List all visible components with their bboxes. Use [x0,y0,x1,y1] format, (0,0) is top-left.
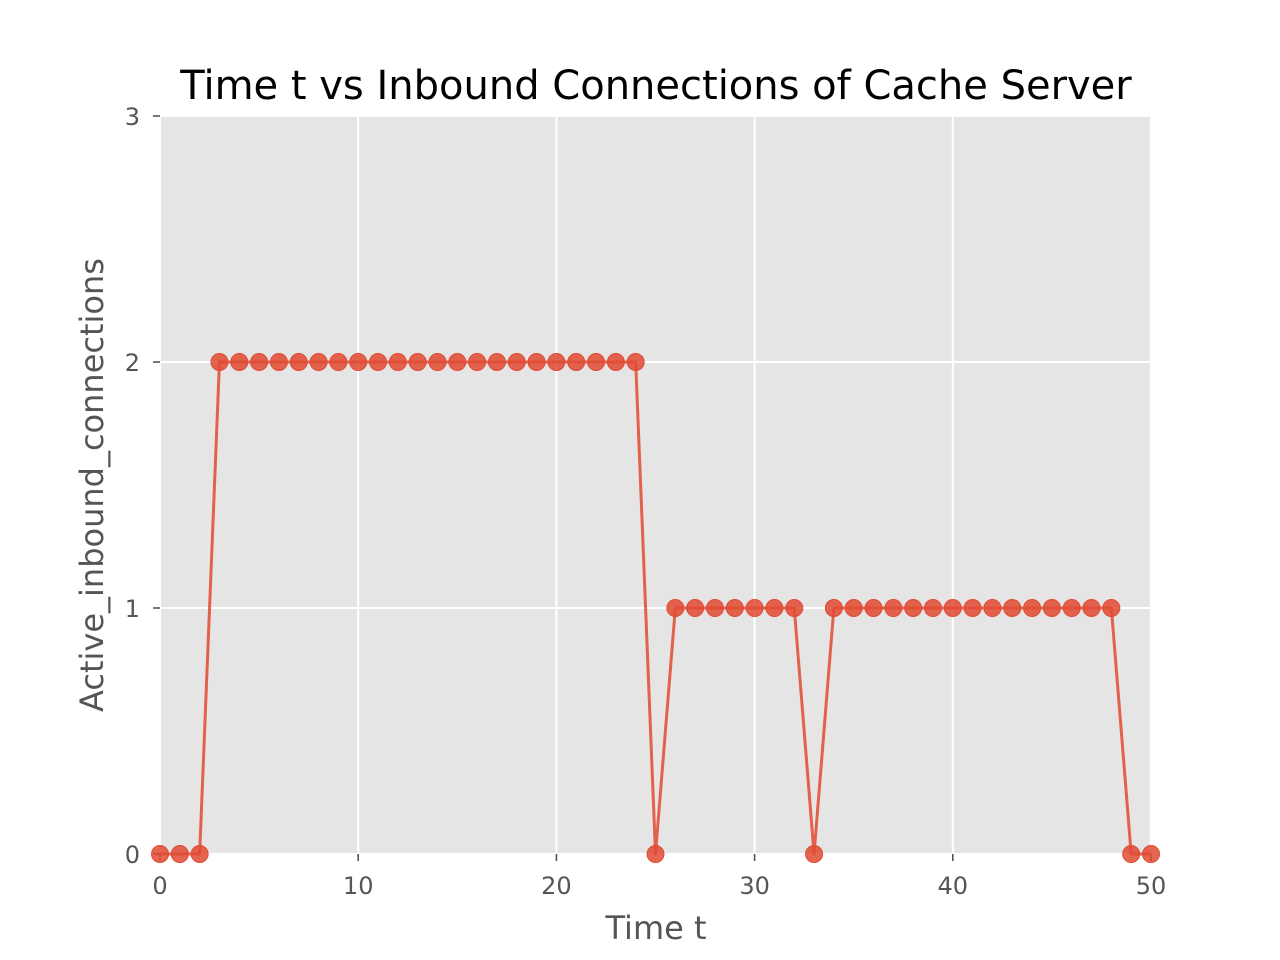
data-series [151,353,1160,863]
data-point [210,353,229,371]
data-point [1023,599,1042,617]
data-point [824,599,843,617]
y-tick-label: 2 [125,349,140,377]
x-axis-label: Time t [604,909,706,947]
data-point [507,353,526,371]
data-point [269,353,288,371]
data-point [428,353,447,371]
data-point [1003,599,1022,617]
x-tick-label: 50 [1136,872,1167,900]
data-point [1062,599,1081,617]
data-point [805,845,824,863]
data-point [329,353,348,371]
data-point [626,353,645,371]
data-point [408,353,427,371]
data-point [349,353,368,371]
data-point [884,599,903,617]
x-tick-label: 20 [541,872,572,900]
data-point [1142,845,1160,863]
y-tick-label: 0 [125,841,140,869]
data-point [190,845,209,863]
data-point [785,599,804,617]
data-point [606,353,625,371]
data-point [230,353,249,371]
data-point [567,353,586,371]
data-point [527,353,546,371]
data-point [388,353,407,371]
data-point [943,599,962,617]
grid-lines [159,115,1152,855]
data-point [468,353,487,371]
data-point [963,599,982,617]
x-tick-label: 30 [739,872,770,900]
data-point [487,353,506,371]
data-point [904,599,923,617]
data-point [725,599,744,617]
axis-ticks: 0 10 20 30 40 50 0 1 2 3 [125,103,1167,900]
data-point [170,845,189,863]
data-point [686,599,705,617]
chart-title: Time t vs Inbound Connections of Cache S… [179,63,1132,109]
data-point [666,599,685,617]
x-tick-label: 0 [152,872,167,900]
plot-area [160,116,1151,854]
data-point [844,599,863,617]
data-point [646,845,665,863]
data-point [1042,599,1061,617]
data-point [448,353,467,371]
data-point [1082,599,1101,617]
data-point [1122,845,1141,863]
data-point [705,599,724,617]
data-point [1102,599,1121,617]
data-point [983,599,1002,617]
data-point [250,353,269,371]
x-tick-label: 10 [343,872,374,900]
data-point [923,599,942,617]
y-tick-label: 1 [125,595,140,623]
data-point [289,353,308,371]
data-point [765,599,784,617]
data-point [151,845,169,863]
data-point [864,599,883,617]
data-point [309,353,328,371]
y-axis-label: Active_inbound_connections [73,258,111,712]
data-point [369,353,388,371]
data-point [547,353,566,371]
data-point [745,599,764,617]
data-point [587,353,606,371]
y-tick-label: 3 [125,103,140,131]
x-tick-label: 40 [938,872,969,900]
